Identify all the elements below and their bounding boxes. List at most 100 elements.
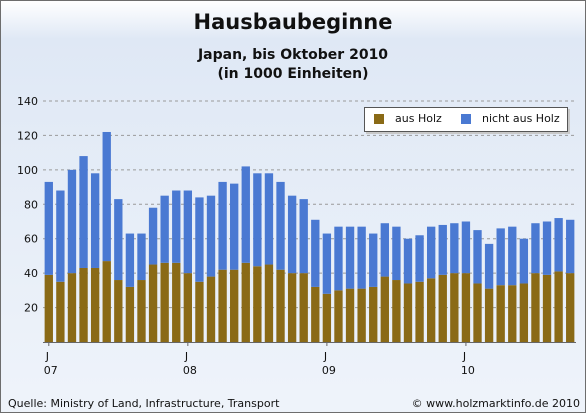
bar-nicht-aus-holz	[90, 173, 100, 268]
bar-aus-holz	[287, 273, 297, 342]
bar-aus-holz	[44, 274, 53, 342]
x-tick-month-label: J	[323, 350, 327, 363]
bar-nicht-aus-holz	[264, 173, 274, 265]
bar-aus-holz	[183, 273, 193, 342]
footer: Quelle: Ministry of Land, Infrastructure…	[1, 394, 585, 412]
bar-aus-holz	[299, 273, 308, 342]
bar-nicht-aus-holz	[230, 183, 239, 270]
x-tick-year-label: 09	[322, 364, 336, 377]
chart-subtitle: Japan, bis Oktober 2010 (in 1000 Einheit…	[1, 46, 585, 84]
bar-nicht-aus-holz	[438, 224, 447, 275]
bar-nicht-aus-holz	[531, 223, 540, 274]
bar-aus-holz	[276, 269, 285, 342]
bar-nicht-aus-holz	[160, 195, 169, 263]
bar-aus-holz	[345, 288, 355, 342]
bar-nicht-aus-holz	[241, 166, 250, 263]
bar-aus-holz	[148, 264, 158, 342]
bar-nicht-aus-holz	[519, 238, 529, 284]
bar-nicht-aus-holz	[345, 226, 355, 289]
bar-nicht-aus-holz	[392, 226, 401, 281]
bar-aus-holz	[531, 273, 540, 342]
y-tick-label: 20	[24, 302, 38, 315]
copyright-note: © www.holzmarktinfo.de 2010	[411, 397, 580, 410]
bar-aus-holz	[67, 273, 77, 342]
bar-aus-holz	[264, 264, 274, 342]
bar-aus-holz	[566, 273, 575, 342]
bar-aus-holz	[114, 280, 123, 342]
bar-nicht-aus-holz	[484, 243, 494, 289]
source-note: Quelle: Ministry of Land, Infrastructure…	[8, 397, 280, 410]
bar-nicht-aus-holz	[56, 190, 65, 282]
bar-aus-holz	[125, 286, 135, 342]
bar-nicht-aus-holz	[183, 190, 193, 274]
bar-aus-holz	[438, 274, 447, 342]
bar-aus-holz	[380, 276, 389, 342]
legend-swatch-holz	[374, 114, 384, 124]
bar-nicht-aus-holz	[508, 226, 517, 286]
bar-nicht-aus-holz	[450, 223, 459, 274]
y-tick-label: 120	[17, 129, 38, 142]
bar-aus-holz	[496, 285, 505, 342]
y-tick-label: 140	[17, 95, 38, 108]
bar-nicht-aus-holz	[311, 219, 320, 287]
legend: aus Holz nicht aus Holz	[364, 107, 568, 132]
bar-aus-holz	[542, 274, 552, 342]
bar-aus-holz	[357, 288, 366, 342]
bar-aus-holz	[450, 273, 459, 342]
bar-nicht-aus-holz	[276, 181, 285, 270]
bar-nicht-aus-holz	[44, 181, 53, 275]
bar-nicht-aus-holz	[334, 226, 343, 291]
bar-nicht-aus-holz	[542, 221, 552, 275]
bar-aus-holz	[426, 278, 436, 342]
bar-nicht-aus-holz	[67, 169, 77, 274]
bar-nicht-aus-holz	[287, 195, 297, 274]
bar-nicht-aus-holz	[403, 238, 413, 284]
bar-aus-holz	[403, 283, 413, 342]
bar-nicht-aus-holz	[299, 199, 308, 274]
y-tick-label: 80	[24, 198, 38, 211]
legend-label-nicht-holz: nicht aus Holz	[482, 112, 560, 125]
y-tick-label: 100	[17, 164, 38, 177]
y-tick-label: 60	[24, 233, 38, 246]
bar-aus-holz	[508, 285, 517, 342]
bar-nicht-aus-holz	[426, 226, 436, 279]
title-band: Hausbaubeginne	[1, 1, 585, 39]
bar-nicht-aus-holz	[415, 235, 424, 282]
bar-nicht-aus-holz	[195, 197, 204, 282]
bar-nicht-aus-holz	[102, 131, 111, 262]
bar-aus-holz	[253, 266, 262, 342]
bar-nicht-aus-holz	[148, 207, 158, 265]
bar-aus-holz	[415, 281, 424, 342]
bar-aus-holz	[241, 262, 250, 342]
bar-aus-holz	[195, 281, 204, 342]
x-tick-month-label: J	[462, 350, 466, 363]
bar-nicht-aus-holz	[206, 195, 216, 277]
bar-nicht-aus-holz	[125, 233, 135, 287]
bar-nicht-aus-holz	[218, 181, 227, 270]
bar-aus-holz	[206, 276, 216, 342]
bar-aus-holz	[392, 280, 401, 342]
x-tick-year-label: 10	[461, 364, 475, 377]
bar-nicht-aus-holz	[461, 221, 471, 274]
bar-aus-holz	[102, 261, 111, 342]
bar-nicht-aus-holz	[79, 156, 88, 268]
bar-aus-holz	[519, 283, 529, 342]
y-tick-label: 40	[24, 267, 38, 280]
bar-aus-holz	[369, 286, 378, 342]
bar-nicht-aus-holz	[496, 228, 505, 286]
bar-nicht-aus-holz	[137, 233, 146, 281]
bar-nicht-aus-holz	[369, 233, 378, 287]
bar-aus-holz	[160, 262, 169, 342]
legend-swatch-nicht-holz	[461, 114, 471, 124]
bar-aus-holz	[473, 283, 482, 342]
x-tick-year-label: 08	[183, 364, 197, 377]
bar-nicht-aus-holz	[566, 219, 575, 274]
bar-aus-holz	[172, 262, 181, 342]
bar-aus-holz	[230, 269, 239, 342]
legend-label-holz: aus Holz	[395, 112, 442, 125]
bar-aus-holz	[311, 286, 320, 342]
bar-aus-holz	[218, 269, 227, 342]
bar-nicht-aus-holz	[380, 223, 389, 277]
